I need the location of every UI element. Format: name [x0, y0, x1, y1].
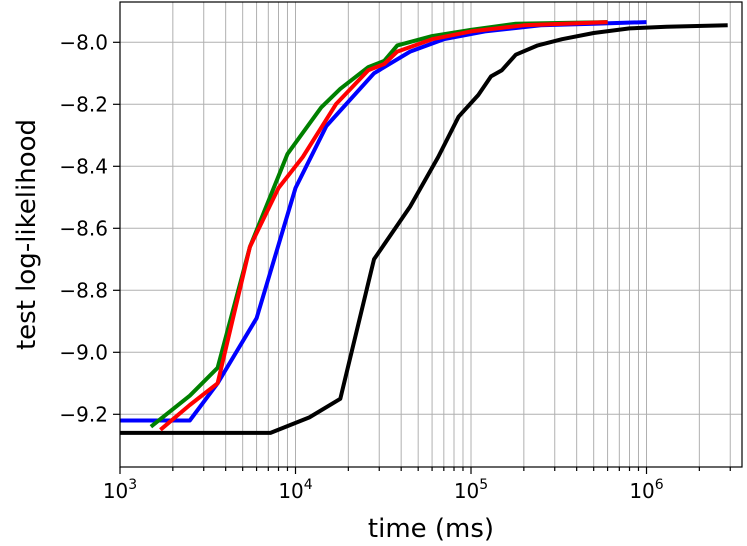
series-line-1 [120, 23, 728, 435]
x-tick-label: 105 [454, 477, 488, 503]
y-axis-label: test log-likelihood [12, 119, 42, 350]
y-tick-label: −8.4 [59, 154, 108, 178]
y-tick-label: −9.0 [59, 340, 108, 364]
series-line-2 [120, 20, 647, 423]
x-tick-label-exponent: 6 [655, 477, 664, 493]
x-tick-label-exponent: 4 [304, 477, 313, 493]
x-axis-label: time (ms) [368, 514, 494, 544]
x-tick-label-exponent: 3 [128, 477, 137, 493]
y-tick-label: −8.8 [59, 278, 108, 302]
axis-ticks: 103 104 105 106−9.2−9.0−8.8−8.6−8.4−8.2−8.0 [59, 30, 731, 503]
x-tick-label-base: 10 [629, 479, 654, 503]
x-tick-label: 106 [629, 477, 663, 503]
grid [119, 2, 742, 467]
x-tick-label-exponent: 5 [479, 477, 488, 493]
y-tick-label: −8.2 [59, 92, 108, 116]
x-tick-label: 103 [103, 477, 137, 503]
y-tick-label: −8.6 [59, 216, 108, 240]
x-tick-label-base: 10 [278, 479, 303, 503]
series-lines [120, 20, 728, 435]
y-tick-label: −9.2 [59, 402, 108, 426]
x-tick-label-base: 10 [454, 479, 479, 503]
plot-frame [119, 1, 743, 468]
x-tick-label-base: 10 [103, 479, 128, 503]
x-tick-label: 104 [278, 477, 312, 503]
y-tick-label: −8.0 [59, 30, 108, 54]
series-line-4 [159, 20, 608, 432]
